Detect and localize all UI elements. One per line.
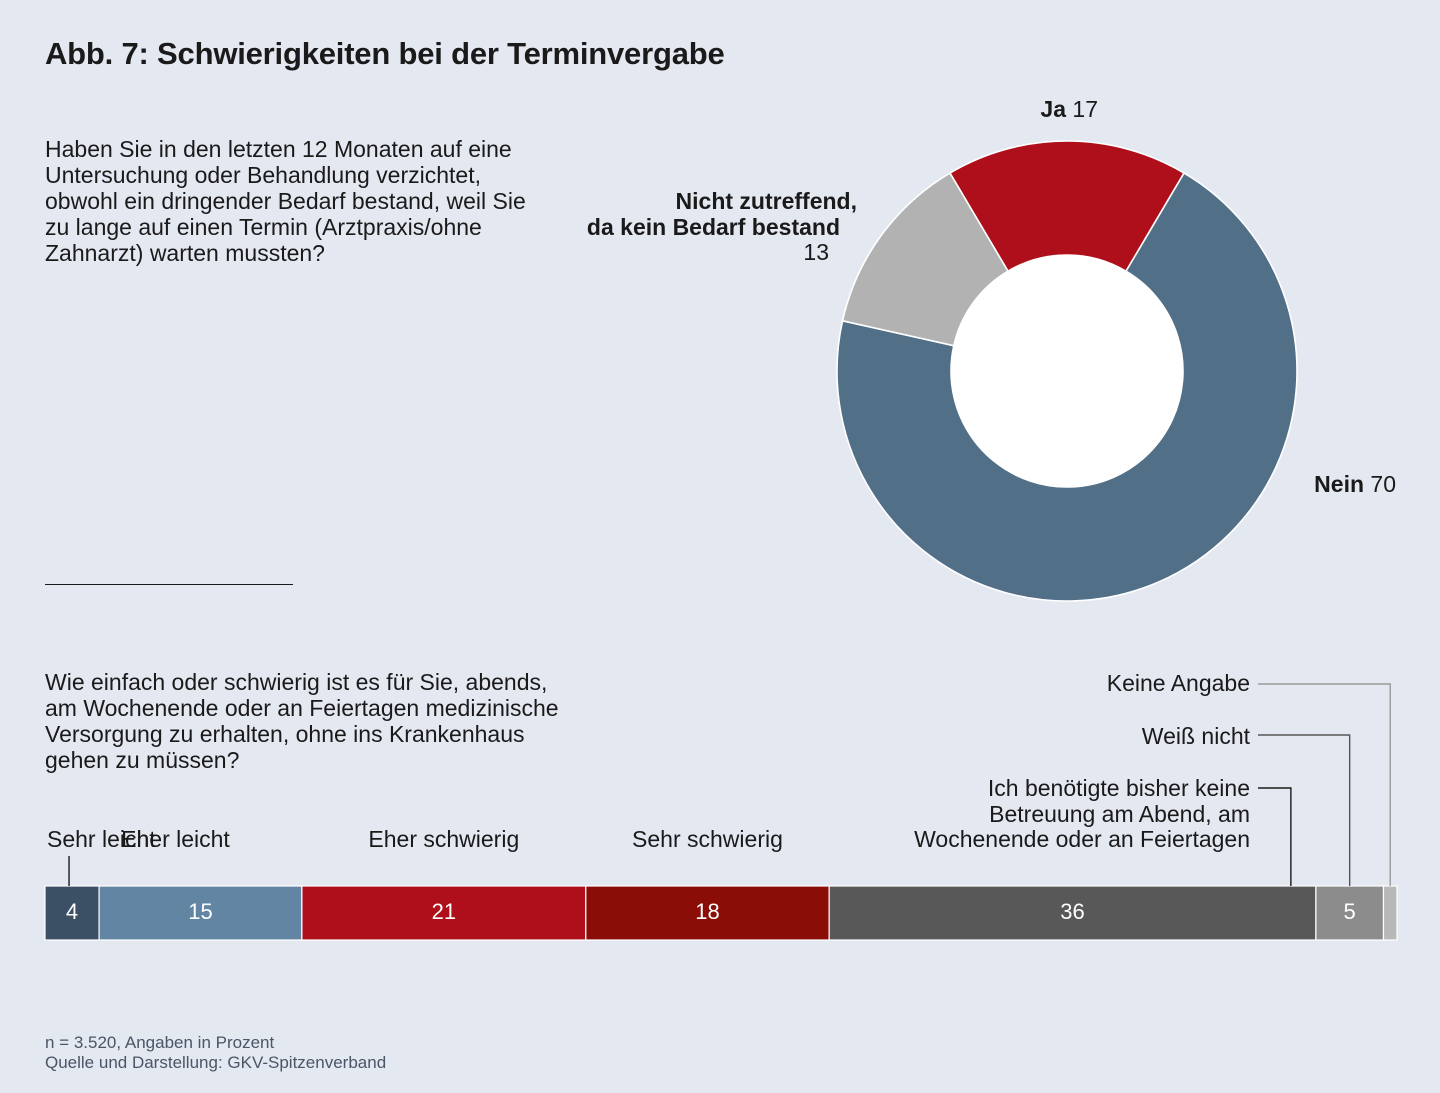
question-2: Wie einfach oder schwierig ist es für Si…	[45, 669, 559, 773]
bar-value-3: 21	[432, 899, 456, 924]
leader-keine-betreuung	[1258, 787, 1292, 886]
label-ja: Ja 17	[1040, 96, 1098, 122]
bar-label-keine-betreuung-line3: Wochenende oder an Feiertagen	[914, 826, 1250, 852]
footnote: n = 3.520, Angaben in Prozent Quelle und…	[45, 1033, 386, 1073]
bar-segment-7	[1382, 885, 1398, 941]
bar-label-keine-betreuung-line1: Ich benötigte bisher keine	[988, 775, 1250, 801]
bar-segment-6	[1315, 885, 1385, 941]
bar-segment-5	[828, 885, 1317, 941]
bar-value-2: 15	[188, 899, 212, 924]
label-nicht-zutreffend-line1: Nicht zutreffend,	[676, 188, 857, 214]
footnote-sample: n = 3.520, Angaben in Prozent	[45, 1033, 275, 1052]
bar-label-keine-betreuung-line2: Betreuung am Abend, am	[989, 801, 1250, 827]
bar-value-6: 5	[1344, 899, 1356, 924]
bar-label-2: Eher leicht	[121, 826, 230, 852]
bar-label-keine-angabe: Keine Angabe	[1107, 670, 1250, 696]
bar-segment-2	[98, 885, 303, 941]
leader-keine-angabe	[1258, 683, 1391, 886]
label-nicht-zutreffend-value: 13	[803, 239, 829, 265]
bar-value-1: 4	[66, 899, 78, 924]
bar-label-weiss-nicht: Weiß nicht	[1142, 723, 1251, 749]
bar-segment-4	[585, 885, 830, 941]
footnote-source: Quelle und Darstellung: GKV-Spitzenverba…	[45, 1053, 387, 1072]
chart-title: Abb. 7: Schwierigkeiten bei der Terminve…	[45, 36, 725, 71]
bar-value-4: 18	[695, 899, 719, 924]
label-nein: Nein 70	[1314, 471, 1396, 497]
section-divider	[45, 584, 293, 585]
bar-label-3: Eher schwierig	[368, 826, 519, 852]
label-nicht-zutreffend-line2: da kein Bedarf bestand	[587, 214, 840, 240]
bar-value-5: 36	[1060, 899, 1084, 924]
bar-label-sehr-leicht: Sehr leicht	[47, 826, 156, 852]
bar-label-4: Sehr schwierig	[632, 826, 783, 852]
donut-slice-2	[836, 171, 1298, 602]
leader-weiss-nicht	[1258, 734, 1351, 886]
question-1: Haben Sie in den letzten 12 Monaten auf …	[45, 136, 526, 266]
donut-hole	[951, 255, 1183, 487]
